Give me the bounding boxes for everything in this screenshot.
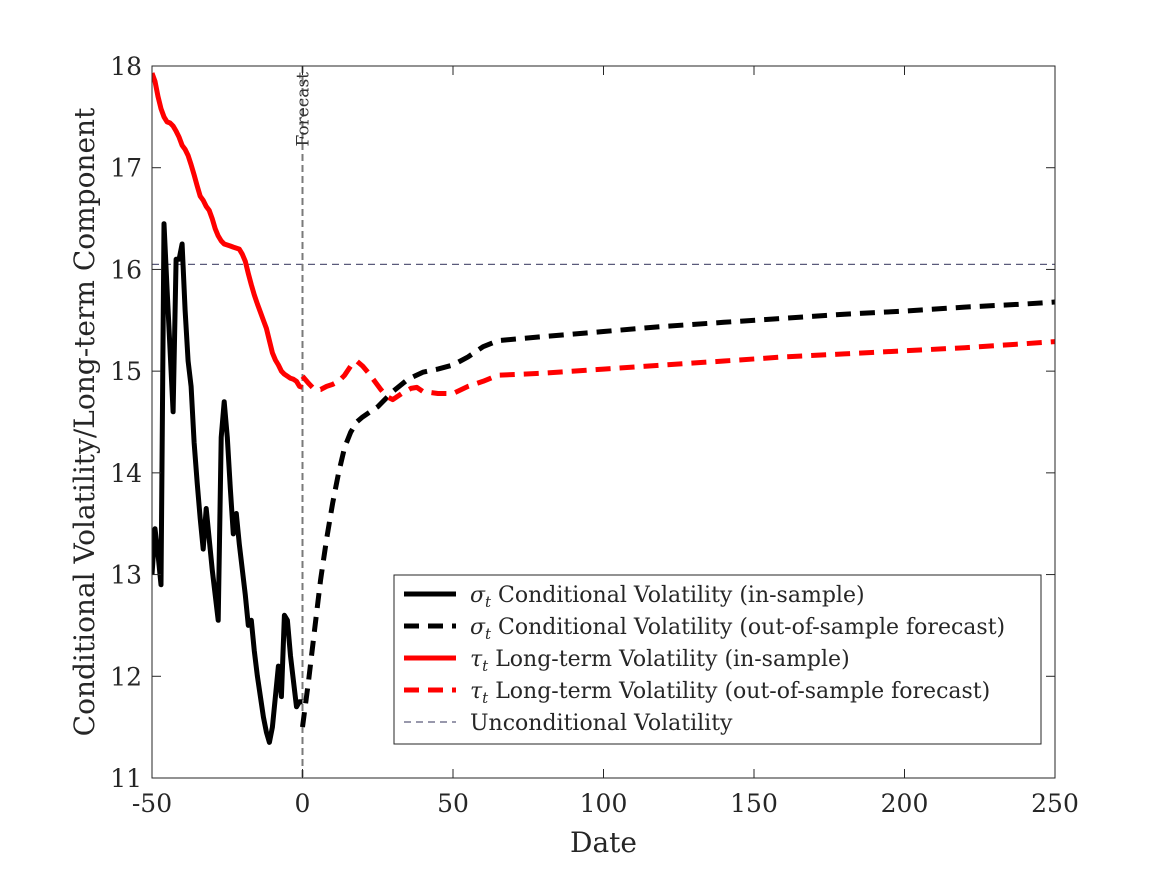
y-tick-label: 15: [110, 357, 142, 386]
legend-label: σt Conditional Volatility (out-of-sample…: [470, 615, 1005, 643]
legend-label: τt Long-term Volatility (in-sample): [470, 647, 850, 675]
y-tick-label: 13: [110, 561, 142, 590]
x-tick-label: 200: [881, 789, 929, 818]
y-tick-label: 18: [110, 52, 142, 81]
y-tick-label: 11: [110, 764, 142, 793]
legend-box: [393, 574, 1042, 745]
legend-label: τt Long-term Volatility (out-of-sample f…: [470, 679, 990, 707]
y-axis-label: Conditional Volatility/Long-term Compone…: [68, 107, 101, 736]
legend: σt Conditional Volatility (in-sample) σt …: [393, 574, 1042, 745]
series-line-3-long-term-volatility-in-sample: [152, 72, 304, 390]
legend-label: σt Conditional Volatility (in-sample): [470, 583, 865, 611]
y-tick-label: 17: [110, 154, 142, 183]
axis-ticks: -50 0 50 100 150 200 250 11 12 13 14 15 16 17 18: [110, 52, 1079, 818]
series-line-2-conditional-volatility-out-of-sample-forecast: [300, 299, 1055, 728]
y-tick-label: 12: [110, 662, 142, 691]
x-tick-label: -50: [132, 789, 172, 818]
series-line-4-long-term-volatility-out-of-sample-forecast: [300, 339, 1055, 403]
plot-content: [152, 66, 1055, 778]
series-line-1-conditional-volatility-in-sample: [152, 221, 303, 745]
y-tick-label: 14: [110, 459, 142, 488]
x-tick-label: 100: [580, 789, 628, 818]
x-tick-label: 250: [1031, 789, 1079, 818]
x-axis-label: Date: [570, 826, 637, 859]
x-tick-label: 0: [295, 789, 311, 818]
forecast-annotation: Forecast: [294, 72, 314, 147]
x-tick-label: 50: [437, 789, 469, 818]
legend-label: Unconditional Volatility: [470, 711, 733, 736]
y-tick-label: 16: [110, 255, 142, 284]
x-tick-label: 150: [730, 789, 778, 818]
